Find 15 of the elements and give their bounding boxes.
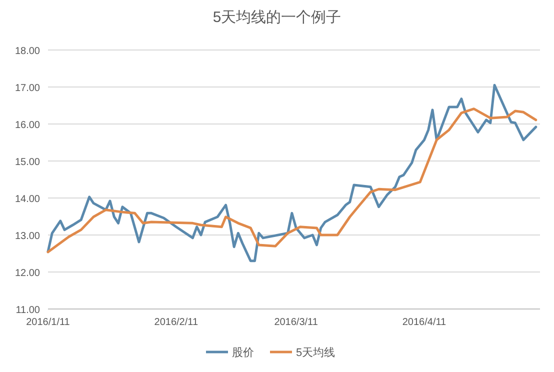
x-tick-label: 2016/3/11 xyxy=(274,317,318,328)
chart-title: 5天均线的一个例子 xyxy=(212,9,342,26)
x-tick-label: 2016/4/11 xyxy=(402,317,447,328)
legend-label: 股价 xyxy=(232,347,254,359)
y-tick-label: 15.00 xyxy=(14,157,40,168)
y-tick-label: 13.00 xyxy=(14,231,40,242)
y-tick-label: 17.00 xyxy=(14,83,40,94)
y-tick-label: 12.00 xyxy=(14,268,40,279)
legend-label: 5天均线 xyxy=(296,346,336,359)
x-tick-label: 2016/1/11 xyxy=(26,317,70,328)
y-tick-label: 16.00 xyxy=(14,120,40,131)
y-tick-label: 18.00 xyxy=(14,46,40,57)
y-tick-label: 11.00 xyxy=(16,305,40,316)
y-tick-label: 14.00 xyxy=(14,194,40,205)
x-tick-label: 2016/2/11 xyxy=(154,317,198,328)
